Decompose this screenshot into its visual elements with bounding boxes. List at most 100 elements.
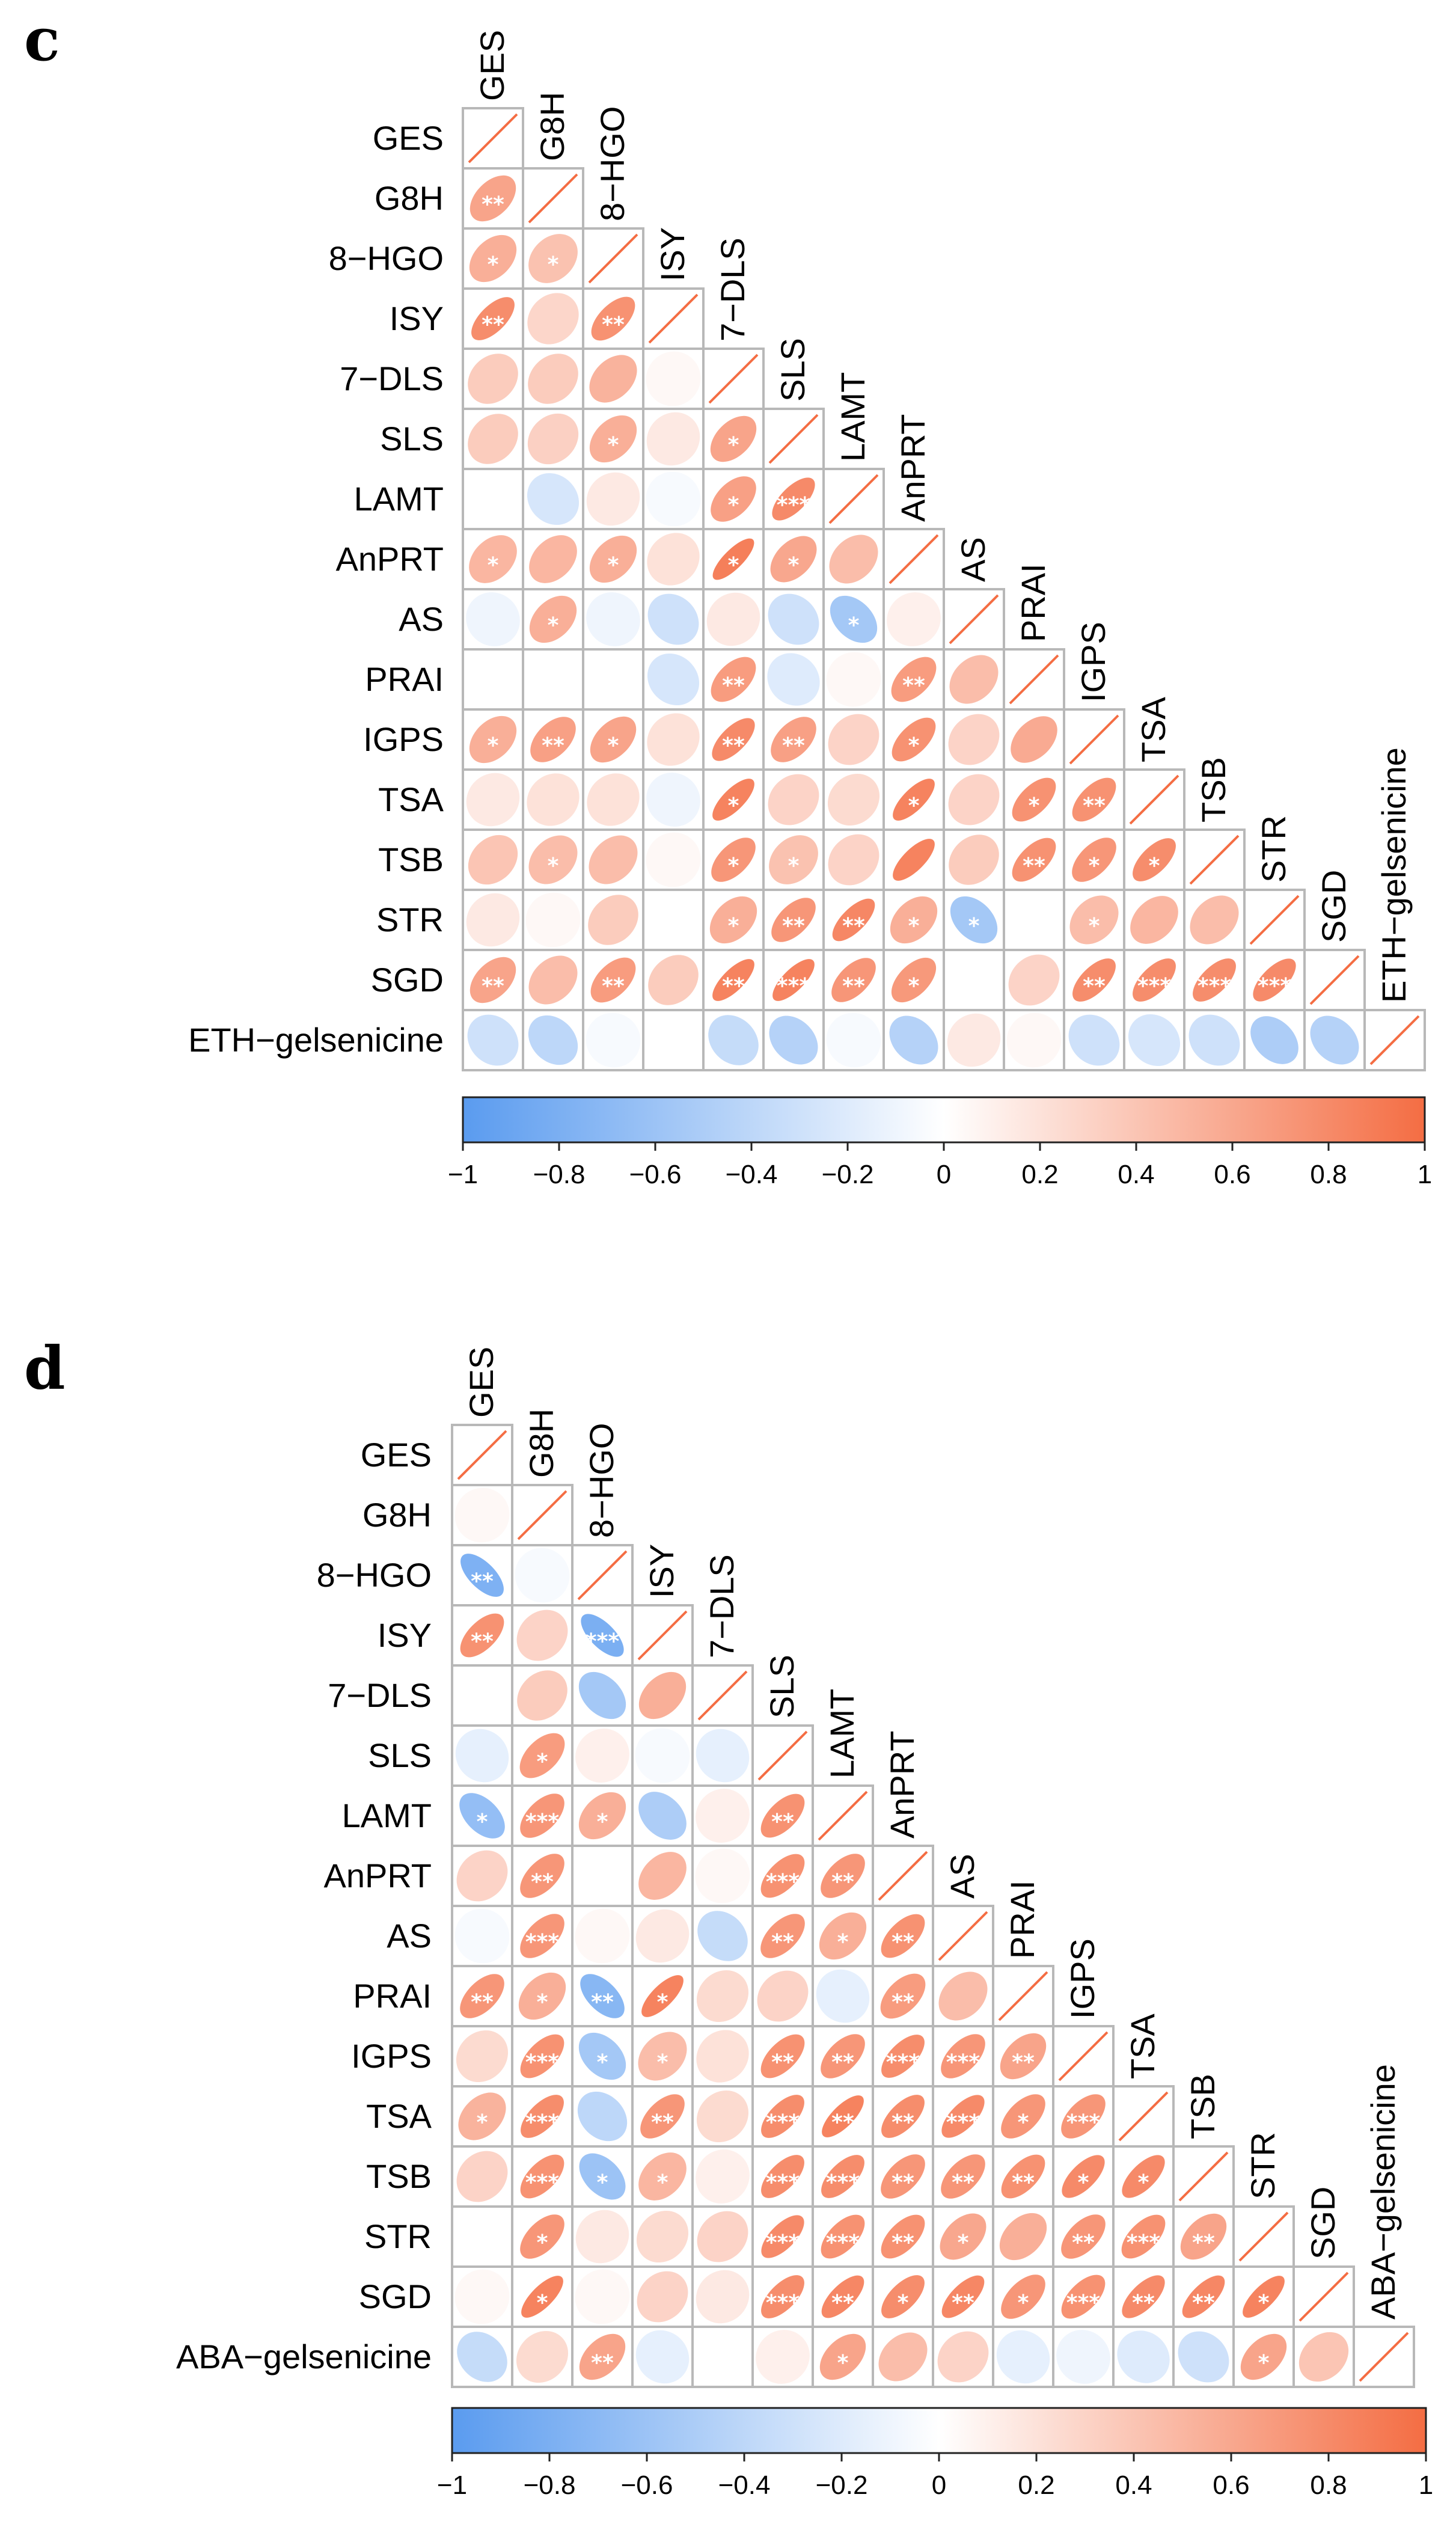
- significance-mark: **: [591, 1990, 614, 2015]
- correlation-ellipse: [589, 535, 637, 583]
- correlation-ellipse: [528, 835, 578, 884]
- correlation-cell: [702, 588, 765, 651]
- correlation-ellipse: [470, 957, 516, 1003]
- correlation-ellipse: [767, 653, 820, 706]
- correlation-ellipse: [1122, 2275, 1165, 2318]
- correlation-cell: [992, 2205, 1054, 2268]
- correlation-cell: [522, 768, 584, 831]
- correlation-ellipse: [1178, 2331, 1229, 2383]
- correlation-ellipse: [636, 2210, 689, 2263]
- correlation-cell: *: [932, 2205, 994, 2268]
- column-label: SGD: [1315, 870, 1353, 943]
- cell-border: [582, 648, 644, 711]
- correlation-ellipse: [1072, 958, 1116, 1002]
- correlation-ellipse: [938, 1971, 988, 2021]
- correlation-cell: [1003, 949, 1065, 1011]
- correlation-ellipse: [469, 715, 517, 764]
- diagonal-line: [1369, 1015, 1420, 1065]
- column-label: STR: [1255, 815, 1292, 883]
- significance-mark: *: [728, 794, 739, 818]
- correlation-ellipse: [696, 1729, 750, 1783]
- row-label: SLS: [380, 420, 444, 458]
- row-label: IGPS: [363, 720, 444, 758]
- correlation-ellipse: [999, 2213, 1047, 2261]
- correlation-cell: [642, 768, 705, 831]
- correlation-cell: ***: [511, 2025, 574, 2088]
- correlation-ellipse: [711, 657, 756, 702]
- column-label: ABA−gelsenicine: [1364, 2064, 1402, 2320]
- correlation-cell: *: [511, 1724, 574, 1787]
- correlation-ellipse: [1122, 2155, 1165, 2198]
- correlation-cell: [511, 1484, 574, 1546]
- correlation-cell: [571, 1724, 634, 1787]
- significance-mark: *: [597, 2050, 608, 2075]
- correlation-cell: [642, 949, 705, 1011]
- correlation-cell: **: [522, 708, 584, 771]
- significance-mark: **: [842, 914, 865, 939]
- correlation-cell: ***: [751, 1845, 814, 1907]
- row-label: AnPRT: [324, 1857, 432, 1895]
- correlation-ellipse: [518, 1972, 566, 2020]
- correlation-ellipse: [828, 834, 879, 886]
- correlation-cell: [1172, 2145, 1235, 2208]
- correlation-cell: [1183, 829, 1246, 891]
- correlation-cell: **: [702, 708, 765, 771]
- correlation-ellipse: [467, 1014, 519, 1066]
- correlation-cell: [691, 2205, 754, 2268]
- correlation-cell: [762, 1009, 825, 1071]
- diagonal-line: [697, 1670, 748, 1721]
- correlation-ellipse: [638, 1671, 687, 1720]
- correlation-cell: **: [812, 2265, 874, 2328]
- colorbar-tick-label: 0: [937, 1160, 951, 1189]
- correlation-cell: [522, 1009, 584, 1071]
- correlation-ellipse: [889, 1015, 938, 1065]
- correlation-cell: **: [872, 1965, 934, 2027]
- significance-mark: **: [482, 974, 504, 999]
- column-label: G8H: [522, 1409, 560, 1478]
- correlation-ellipse: [1180, 2213, 1227, 2260]
- correlation-ellipse: [826, 1012, 881, 1068]
- correlation-cell: [1123, 768, 1185, 831]
- correlation-cell: [511, 1604, 574, 1667]
- correlation-cell: *: [992, 2265, 1054, 2328]
- significance-mark: **: [771, 1930, 794, 1955]
- correlation-ellipse: [455, 1729, 509, 1783]
- significance-mark: *: [1149, 854, 1160, 878]
- correlation-ellipse: [635, 1728, 690, 1783]
- column-label: PRAI: [1014, 563, 1052, 642]
- significance-mark: ***: [946, 2110, 980, 2135]
- correlation-cell: [932, 2326, 994, 2388]
- correlation-cell: [691, 2085, 754, 2148]
- correlation-ellipse: [515, 1548, 570, 1603]
- correlation-ellipse: [941, 2034, 985, 2078]
- correlation-ellipse: [1240, 2333, 1287, 2380]
- correlation-cell: *: [762, 528, 825, 590]
- row-label: TSA: [366, 2097, 432, 2135]
- correlation-cell: [582, 468, 644, 530]
- correlation-cell: **: [451, 1965, 513, 2027]
- correlation-cell: [992, 2326, 1054, 2388]
- correlation-cell: *: [1123, 829, 1185, 891]
- correlation-cell: [822, 648, 885, 711]
- correlation-cell: [992, 1965, 1054, 2027]
- significance-mark: *: [908, 794, 920, 818]
- correlation-ellipse: [757, 1970, 809, 2022]
- correlation-ellipse: [456, 2151, 508, 2202]
- correlation-ellipse: [696, 2090, 749, 2143]
- correlation-cell: [571, 1544, 634, 1607]
- correlation-cell: *: [631, 2025, 694, 2088]
- correlation-cell: *: [702, 408, 765, 470]
- correlation-cell: [522, 167, 584, 230]
- significance-mark: *: [608, 734, 619, 758]
- diagonal-line: [878, 1851, 928, 1901]
- cell-border: [1003, 889, 1065, 951]
- correlation-cell: [812, 1784, 874, 1847]
- correlation-cell: *: [511, 2205, 574, 2268]
- correlation-cell: [642, 889, 705, 951]
- cell-border: [451, 2205, 513, 2268]
- correlation-ellipse: [819, 1912, 867, 1960]
- correlation-cell: *: [451, 2085, 513, 2148]
- correlation-ellipse: [516, 2330, 569, 2383]
- significance-mark: **: [471, 1990, 494, 2015]
- correlation-cell: [691, 1664, 754, 1727]
